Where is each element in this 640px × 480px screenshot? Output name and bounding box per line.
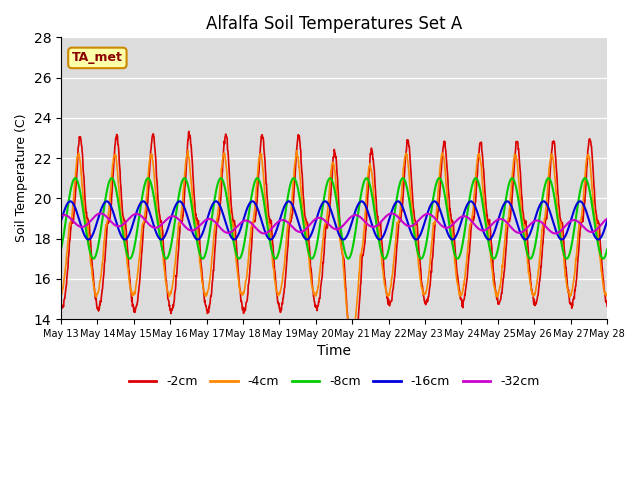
-32cm	[100, 212, 108, 217]
-4cm	[604, 291, 611, 297]
-16cm	[301, 235, 308, 240]
-4cm	[99, 251, 107, 256]
-8cm	[300, 224, 308, 230]
-16cm	[604, 218, 611, 224]
-16cm	[285, 198, 292, 204]
Line: -4cm: -4cm	[61, 150, 607, 335]
-32cm	[310, 217, 318, 223]
-32cm	[604, 216, 611, 222]
-32cm	[97, 211, 104, 216]
-16cm	[303, 237, 311, 242]
-2cm	[301, 207, 308, 213]
-32cm	[552, 230, 559, 236]
-4cm	[347, 332, 355, 338]
-8cm	[310, 253, 317, 259]
-2cm	[369, 151, 376, 156]
-8cm	[57, 247, 65, 252]
X-axis label: Time: Time	[317, 344, 351, 358]
-8cm	[368, 191, 376, 197]
-2cm	[122, 219, 129, 225]
Y-axis label: Soil Temperature (C): Soil Temperature (C)	[15, 114, 28, 242]
-32cm	[122, 219, 130, 225]
-16cm	[99, 202, 107, 207]
Line: -2cm: -2cm	[61, 132, 607, 359]
-32cm	[57, 213, 65, 219]
Title: Alfalfa Soil Temperatures Set A: Alfalfa Soil Temperatures Set A	[206, 15, 462, 33]
Line: -16cm: -16cm	[61, 201, 607, 240]
Line: -32cm: -32cm	[61, 214, 607, 233]
-32cm	[301, 228, 308, 233]
-8cm	[604, 247, 611, 252]
-8cm	[122, 245, 129, 251]
-4cm	[301, 219, 308, 225]
-2cm	[310, 299, 318, 304]
-2cm	[604, 303, 611, 309]
-8cm	[289, 176, 296, 181]
-16cm	[289, 204, 297, 209]
-16cm	[311, 222, 319, 228]
-8cm	[99, 210, 107, 216]
-2cm	[289, 204, 297, 210]
-4cm	[184, 147, 191, 153]
Text: TA_met: TA_met	[72, 51, 123, 64]
-4cm	[369, 176, 376, 182]
-16cm	[122, 237, 129, 242]
-32cm	[289, 225, 297, 231]
-4cm	[122, 240, 129, 245]
-2cm	[349, 356, 357, 361]
-2cm	[57, 300, 65, 306]
-2cm	[99, 276, 107, 282]
-4cm	[310, 291, 318, 297]
-16cm	[57, 218, 65, 224]
-32cm	[368, 224, 376, 230]
-4cm	[289, 180, 297, 186]
-8cm	[599, 256, 607, 262]
-4cm	[57, 291, 65, 297]
-16cm	[369, 224, 376, 229]
-2cm	[185, 129, 193, 134]
Legend: -2cm, -4cm, -8cm, -16cm, -32cm: -2cm, -4cm, -8cm, -16cm, -32cm	[124, 371, 545, 393]
-8cm	[581, 175, 589, 181]
Line: -8cm: -8cm	[61, 178, 607, 259]
